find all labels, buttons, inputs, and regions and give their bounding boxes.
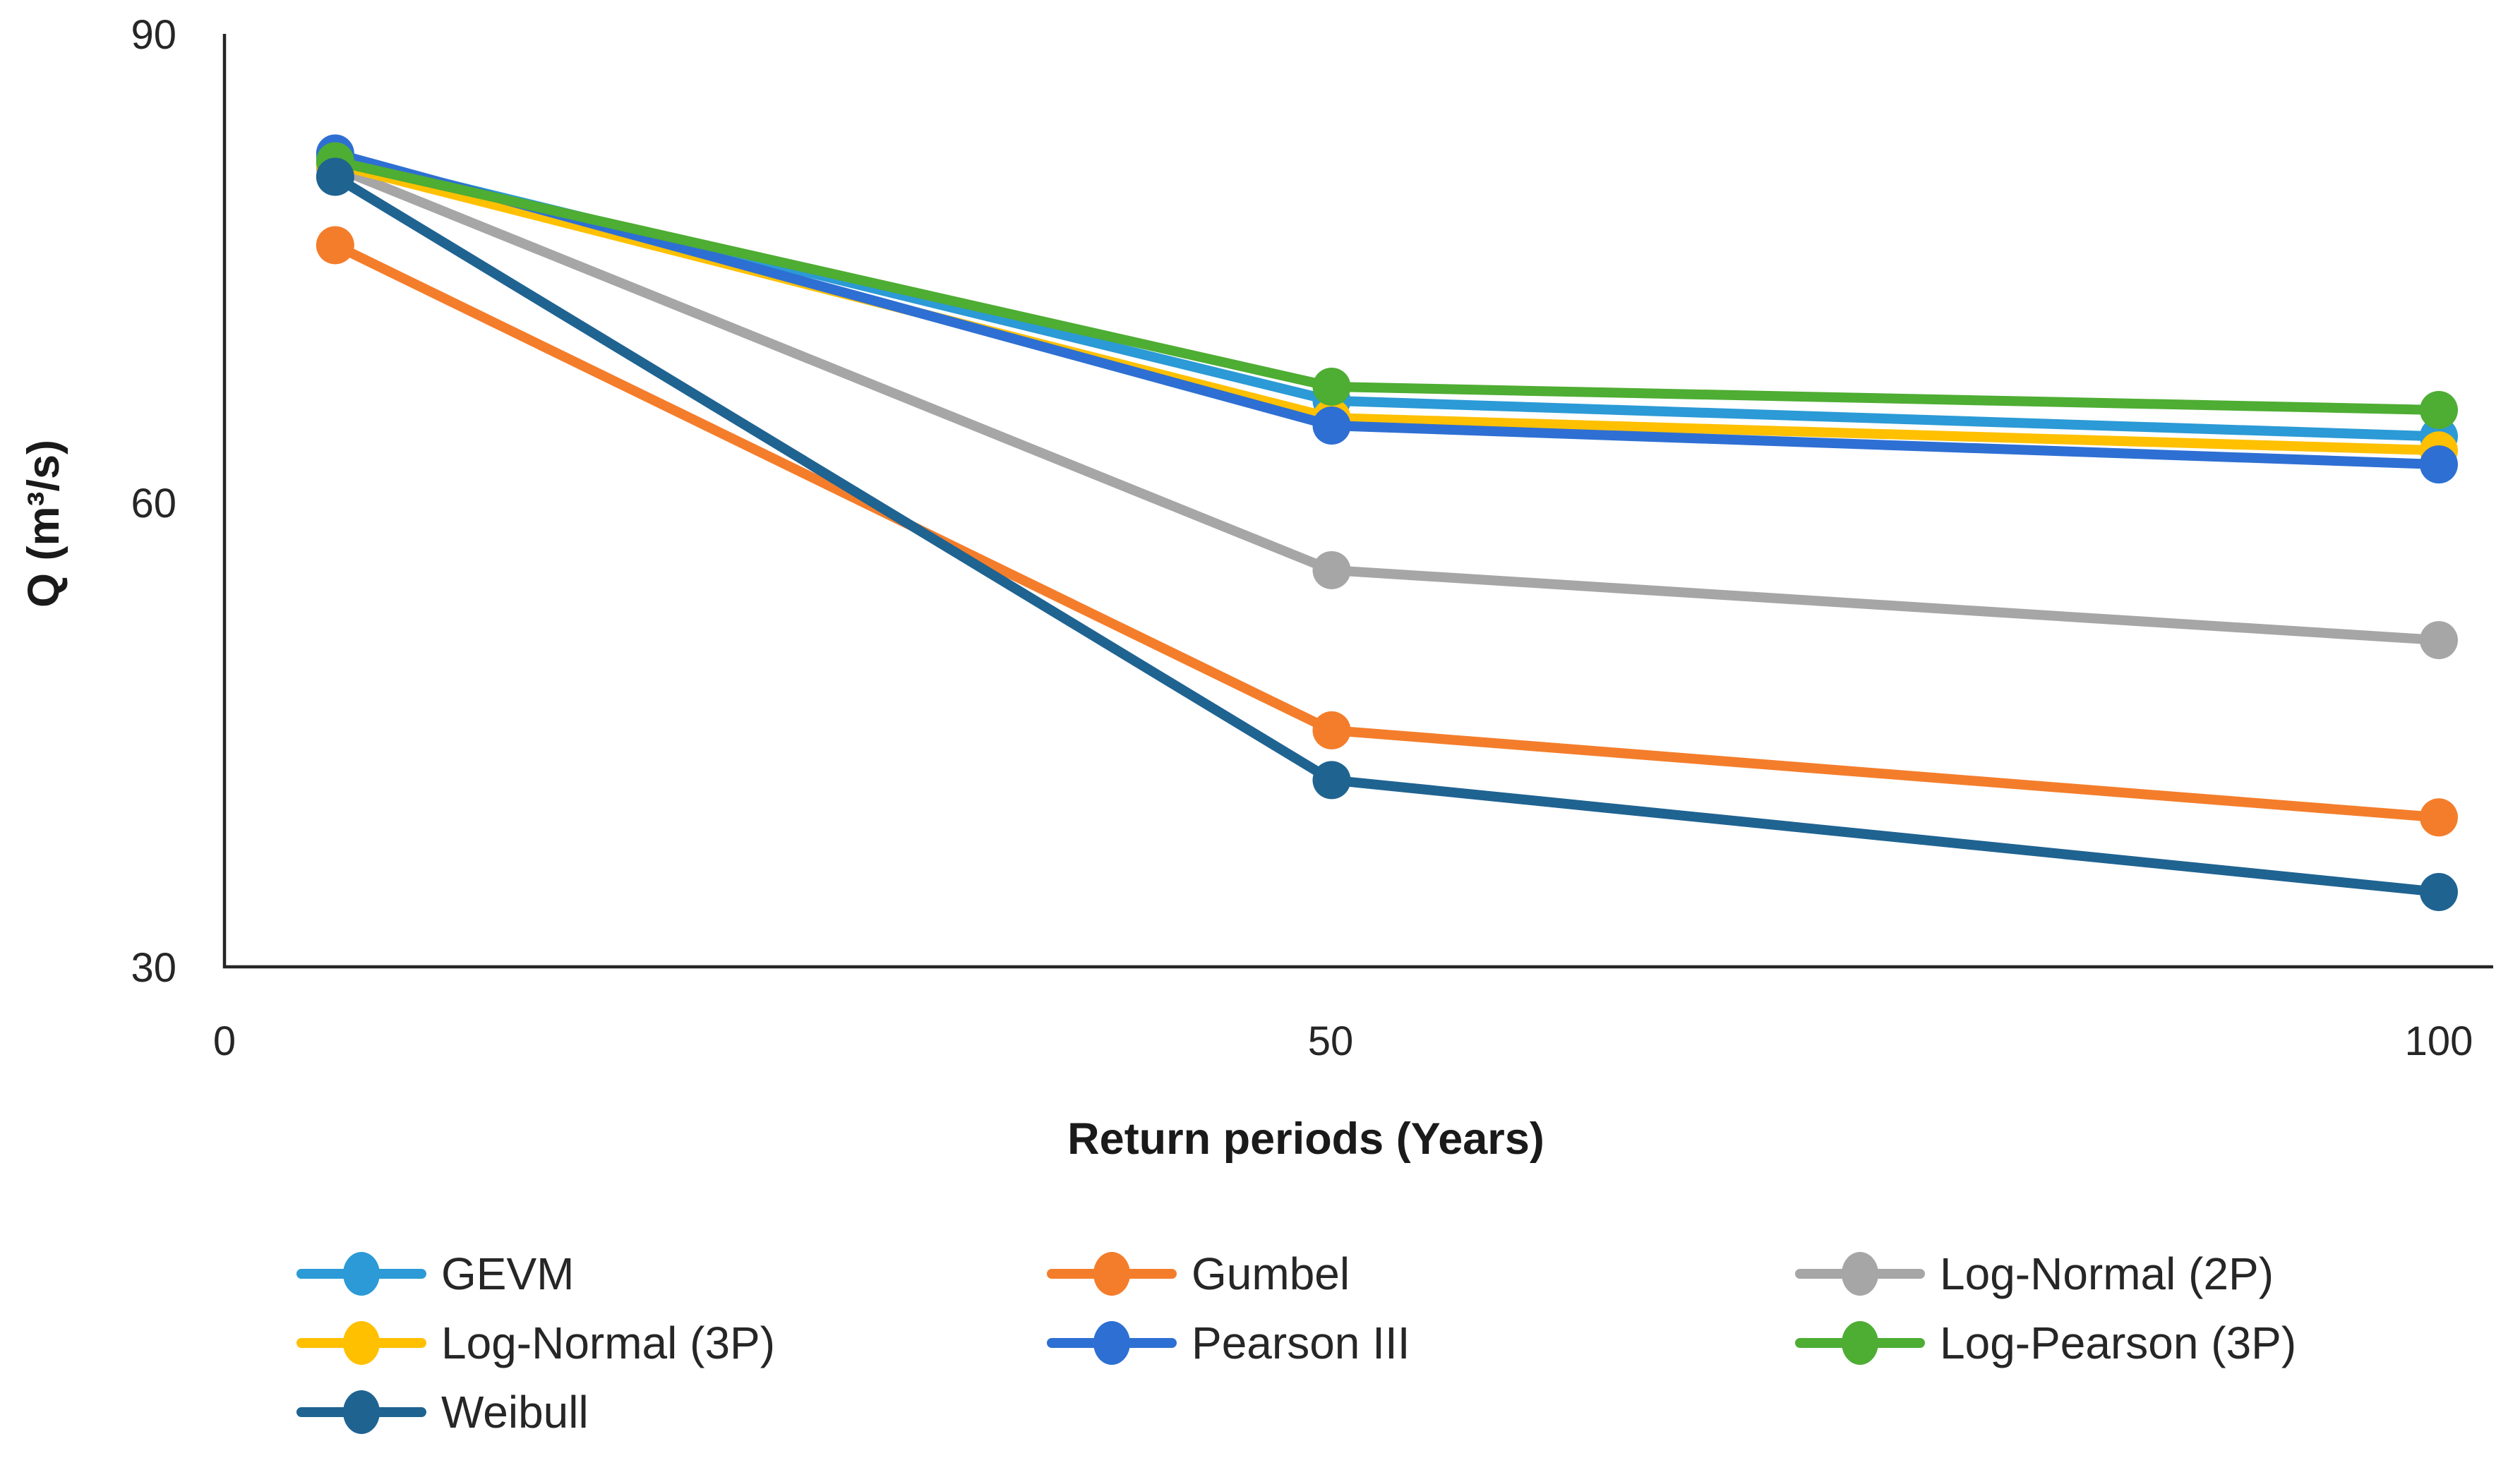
data-point-log-pearson-3p-100 xyxy=(2420,391,2458,430)
data-point-gumbel-100 xyxy=(2420,798,2458,837)
data-point-pearson-iii-100 xyxy=(2420,445,2458,484)
x-axis-title: Return periods (Years) xyxy=(1067,1114,1544,1164)
data-point-gumbel-5 xyxy=(316,226,354,265)
y-tick-30: 30 xyxy=(131,945,176,991)
data-point-weibull-5 xyxy=(316,157,354,196)
legend-item-gumbel: Gumbel xyxy=(1047,1248,1350,1299)
legend-marker-swatch xyxy=(343,1252,380,1296)
y-tick-90: 90 xyxy=(131,12,176,58)
legend-item-log-pearson-3p: Log-Pearson (3P) xyxy=(1795,1318,2296,1368)
data-point-log-normal-2p-100 xyxy=(2420,621,2458,660)
data-point-log-normal-2p-50 xyxy=(1312,550,1351,589)
legend-item-log-normal-2p: Log-Normal (2P) xyxy=(1795,1248,2274,1299)
series-line-gumbel xyxy=(330,240,2444,823)
axis-lines xyxy=(222,34,2493,969)
legend-marker-swatch xyxy=(1842,1321,1878,1365)
legend-label: Pearson III xyxy=(1192,1318,1410,1368)
legend-marker-swatch xyxy=(1842,1252,1878,1296)
legend-label: Weibull xyxy=(441,1387,589,1438)
legend-marker-swatch xyxy=(1093,1321,1130,1365)
data-point-log-pearson-3p-50 xyxy=(1312,367,1351,406)
x-tick-0: 0 xyxy=(212,1018,236,1064)
data-point-weibull-100 xyxy=(2420,873,2458,912)
data-point-weibull-50 xyxy=(1312,761,1351,800)
legend-marker-swatch xyxy=(343,1390,380,1434)
legend-label: Log-Normal (3P) xyxy=(441,1318,775,1368)
legend-marker-swatch xyxy=(1093,1252,1130,1296)
legend-label: Gumbel xyxy=(1192,1248,1350,1299)
legend-marker-swatch xyxy=(343,1321,380,1365)
legend-label: Log-Normal (2P) xyxy=(1940,1248,2274,1299)
y-axis-title: Q (m³/s) xyxy=(19,439,68,608)
legend-item-pearson-iii: Pearson III xyxy=(1047,1318,1410,1368)
x-tick-50: 50 xyxy=(1307,1018,1354,1064)
x-tick-100: 100 xyxy=(2404,1018,2473,1064)
data-point-pearson-iii-50 xyxy=(1312,406,1351,445)
y-tick-60: 60 xyxy=(131,481,176,526)
legend-item-gevm: GEVM xyxy=(296,1248,574,1299)
series-line-weibull xyxy=(330,171,2444,898)
legend-label: GEVM xyxy=(441,1248,574,1299)
legend-label: Log-Pearson (3P) xyxy=(1940,1318,2296,1368)
data-point-gumbel-50 xyxy=(1312,711,1351,749)
legend-item-weibull: Weibull xyxy=(296,1387,589,1438)
legend-item-log-normal-3p: Log-Normal (3P) xyxy=(296,1318,775,1368)
